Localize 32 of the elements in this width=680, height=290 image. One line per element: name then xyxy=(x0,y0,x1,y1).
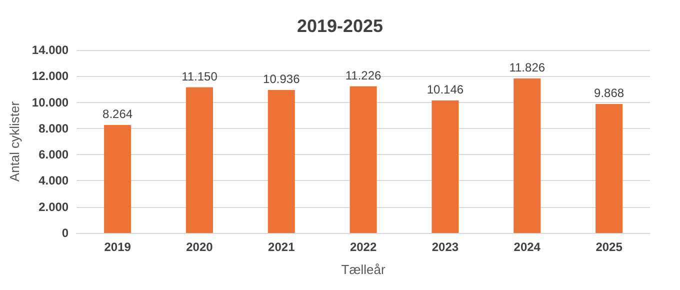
x-tick-label: 2020 xyxy=(186,240,214,254)
x-tick-label: 2025 xyxy=(596,240,623,254)
y-tick-label: 14.000 xyxy=(32,43,69,57)
bar xyxy=(596,104,623,233)
data-label: 9.868 xyxy=(594,86,624,100)
data-label: 11.826 xyxy=(509,60,546,74)
x-tick-label: 2024 xyxy=(514,240,541,254)
y-tick-label: 0 xyxy=(62,226,69,240)
y-axis-title: Antal cyklister xyxy=(7,100,22,182)
x-axis-title: Tælleår xyxy=(341,262,386,277)
y-tick-label: 6.000 xyxy=(38,148,69,162)
x-tick-label: 2019 xyxy=(104,240,132,254)
data-label: 8.264 xyxy=(102,106,133,121)
data-label: 10.146 xyxy=(426,82,464,96)
bar xyxy=(104,124,132,233)
data-label: 11.150 xyxy=(182,69,218,84)
bar xyxy=(186,87,213,233)
bar xyxy=(268,90,295,233)
y-tick-label: 2.000 xyxy=(38,200,69,214)
bar xyxy=(514,78,541,233)
x-tick-label: 2022 xyxy=(350,240,377,254)
chart-title: 2019-2025 xyxy=(296,16,384,36)
y-tick-label: 8.000 xyxy=(38,121,69,136)
data-label: 10.936 xyxy=(263,72,300,86)
x-tick-label: 2023 xyxy=(432,240,459,254)
y-tick-label: 12.000 xyxy=(32,69,69,84)
y-tick-label: 4.000 xyxy=(38,174,69,188)
bar xyxy=(432,100,459,233)
y-tick-label: 10.000 xyxy=(32,95,69,110)
x-tick-label: 2021 xyxy=(268,240,296,254)
bar xyxy=(350,86,377,233)
data-label: 11.226 xyxy=(345,68,382,82)
